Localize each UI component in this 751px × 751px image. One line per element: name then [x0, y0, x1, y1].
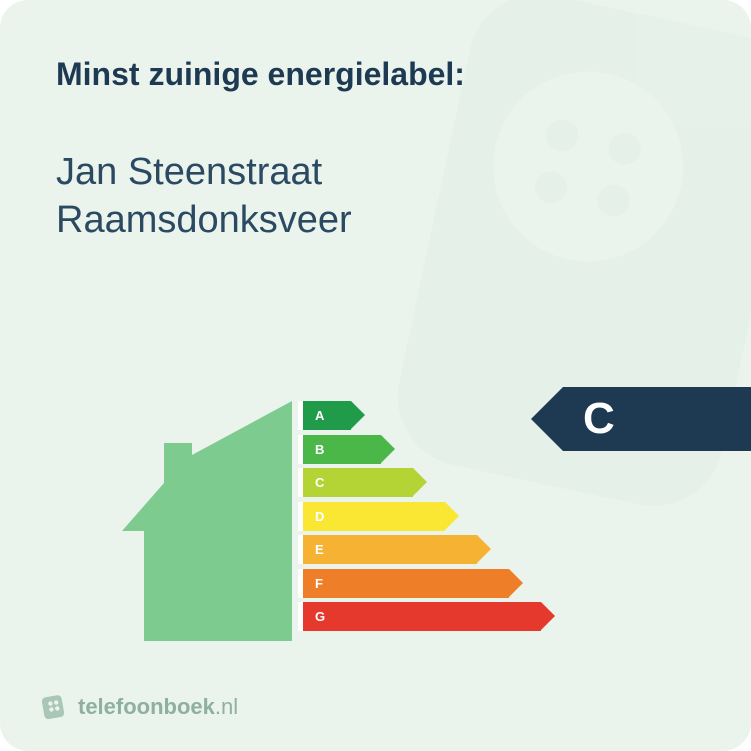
energy-bar-g: G: [298, 602, 578, 631]
callout-arrow-tip: [531, 387, 563, 451]
content-area: Minst zuinige energielabel: Jan Steenstr…: [0, 0, 751, 244]
energy-bar-label: B: [315, 435, 324, 464]
energy-bar-label: D: [315, 502, 324, 531]
address-block: Jan Steenstraat Raamsdonksveer: [56, 149, 695, 244]
energy-bar-label: F: [315, 569, 323, 598]
energy-bar-e: E: [298, 535, 578, 564]
footer: telefoonboek.nl: [40, 693, 238, 721]
footer-brand: telefoonboek.nl: [78, 694, 238, 720]
energy-label-card: Minst zuinige energielabel: Jan Steenstr…: [0, 0, 751, 751]
book-icon: [40, 693, 68, 721]
page-title: Minst zuinige energielabel:: [56, 56, 695, 93]
energy-bar-label: G: [315, 602, 325, 631]
footer-brand-name: telefoonboek: [78, 694, 215, 719]
house-icon: [122, 401, 292, 641]
energy-bar-label: A: [315, 401, 324, 430]
energy-chart: ABCDEFG C: [0, 381, 751, 641]
address-line-1: Jan Steenstraat: [56, 149, 695, 197]
energy-bar-label: E: [315, 535, 324, 564]
footer-brand-tld: .nl: [215, 694, 238, 719]
energy-bar-f: F: [298, 569, 578, 598]
rating-callout: C: [531, 387, 751, 451]
energy-bar-c: C: [298, 468, 578, 497]
energy-bar-label: C: [315, 468, 324, 497]
energy-bar-d: D: [298, 502, 578, 531]
address-line-2: Raamsdonksveer: [56, 197, 695, 245]
callout-letter: C: [583, 387, 615, 451]
